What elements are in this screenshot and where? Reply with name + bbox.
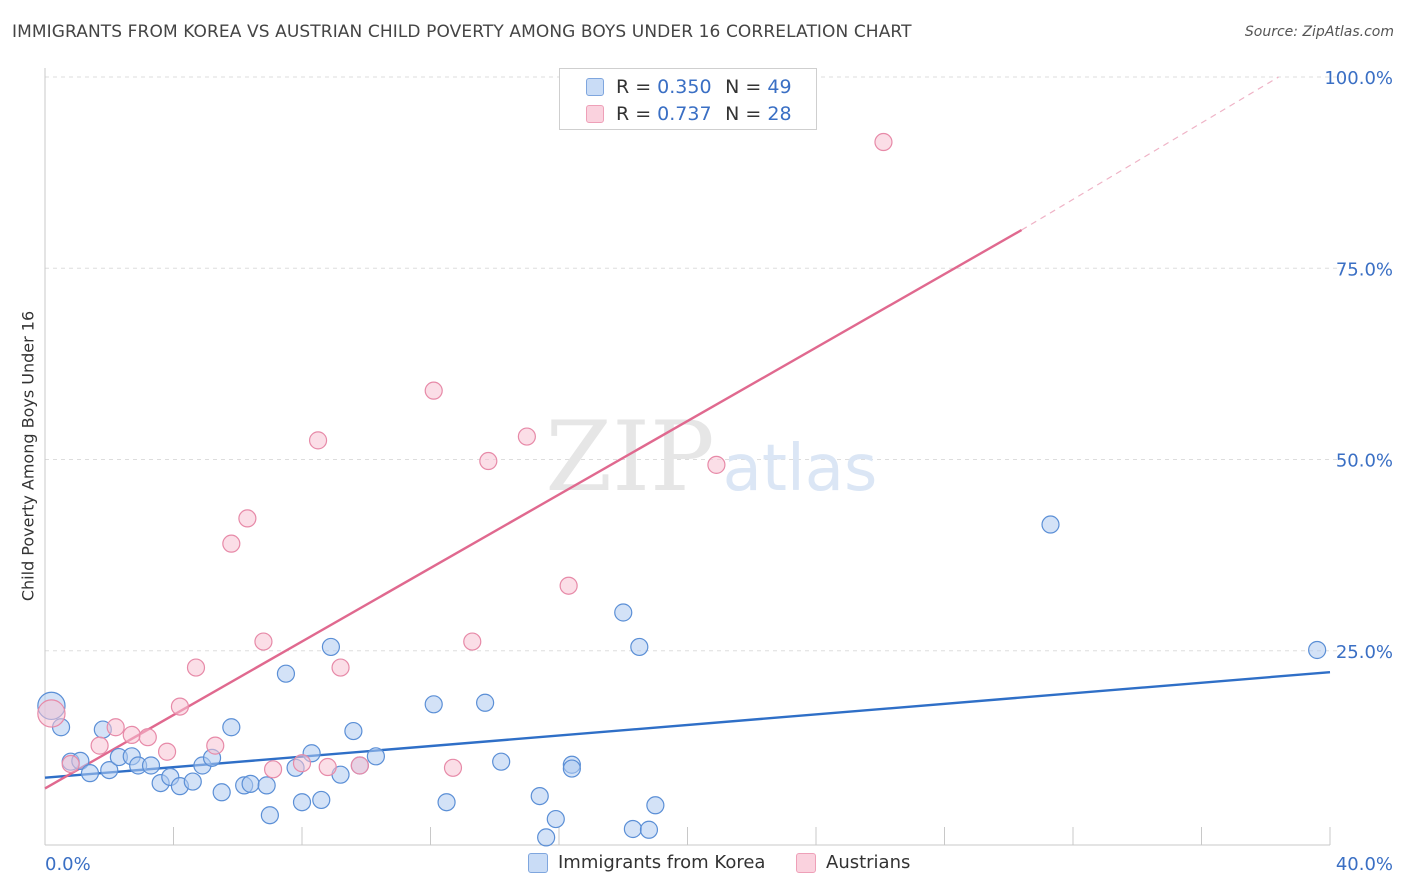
watermark: ZIP atlas <box>545 401 877 513</box>
data-point-blue <box>492 752 511 771</box>
legend-r-label: R = <box>616 103 652 125</box>
legend-n-value: 28 <box>767 103 792 125</box>
trend-line-blue <box>44 670 1331 779</box>
data-point-blue <box>530 786 549 806</box>
data-point-pink <box>559 576 578 595</box>
data-point-pink <box>443 758 463 777</box>
x-tick-label: 40.0% <box>1336 854 1393 875</box>
data-point-blue <box>476 693 495 712</box>
legend-swatch-blue <box>528 852 548 873</box>
series-legend: Immigrants from Korea Austrians <box>0 852 1406 878</box>
y-tick-label: 25.0% <box>1336 642 1393 663</box>
legend-n-label: N = <box>725 103 762 125</box>
trend-line-extension-pink <box>1021 76 1279 231</box>
legend-r-value: 0.737 <box>657 103 712 125</box>
data-point-blue <box>241 774 260 793</box>
x-tick-label: 0.0% <box>45 854 91 875</box>
data-point-blue <box>646 796 665 815</box>
data-point-pink <box>90 736 109 755</box>
data-point-blue <box>212 783 231 802</box>
legend-item-austrians: Austrians <box>796 852 910 873</box>
data-point-pink <box>157 742 177 761</box>
data-point-pink <box>186 658 206 677</box>
data-point-blue <box>562 759 581 778</box>
data-point-pink <box>331 658 350 677</box>
data-point-blue <box>546 809 565 829</box>
data-point-blue <box>100 760 119 780</box>
data-point-blue <box>630 637 649 657</box>
data-point-blue <box>80 764 100 783</box>
data-point-pink <box>517 427 536 446</box>
y-tick-label: 100.0% <box>1324 68 1393 89</box>
legend-swatch-blue <box>586 78 604 96</box>
data-point-blue <box>437 793 456 812</box>
data-point-blue <box>222 718 241 737</box>
data-point-pink <box>37 699 66 728</box>
data-point-blue <box>1308 640 1327 660</box>
legend-n-value: 49 <box>767 76 792 98</box>
grid-lines <box>45 76 1342 652</box>
source-credit: Source: ZipAtlas.com <box>1244 24 1394 40</box>
data-point-pink <box>874 132 893 152</box>
data-point-pink <box>292 754 312 773</box>
watermark-zip: ZIP <box>545 401 714 513</box>
data-point-pink <box>308 431 328 450</box>
data-point-blue <box>276 664 296 683</box>
data-point-pink <box>238 509 257 528</box>
data-point-pink <box>254 632 273 651</box>
data-point-blue <box>321 637 341 657</box>
data-point-pink <box>222 534 241 553</box>
data-point-blue <box>623 819 642 839</box>
data-point-pink <box>138 728 157 747</box>
y-tick-label: 50.0% <box>1336 451 1393 472</box>
trend-line-pink <box>44 228 1023 790</box>
data-point-blue <box>366 747 385 766</box>
watermark-atlas: atlas <box>723 432 878 506</box>
data-point-blue <box>537 828 556 847</box>
legend-label-korea: Immigrants from Korea <box>558 852 766 873</box>
data-point-pink <box>106 718 125 737</box>
data-point-pink <box>350 756 369 775</box>
data-point-pink <box>263 760 283 779</box>
legend-row-austrians: R = 0.737 N = 28 <box>586 102 792 126</box>
data-point-pink <box>424 381 443 400</box>
data-point-blue <box>1041 515 1060 534</box>
data-point-blue <box>257 776 276 795</box>
data-point-pink <box>122 725 141 745</box>
data-points <box>37 132 1327 847</box>
legend-n-label: N = <box>725 76 762 98</box>
data-point-pink <box>206 736 225 755</box>
data-point-blue <box>141 756 161 775</box>
data-point-blue <box>639 820 659 839</box>
data-point-blue <box>344 721 363 741</box>
data-point-blue <box>183 772 202 791</box>
legend-r-value: 0.350 <box>657 76 712 98</box>
chart-title: IMMIGRANTS FROM KOREA VS AUSTRIAN CHILD … <box>12 22 912 42</box>
data-point-pink <box>463 632 482 651</box>
data-point-blue <box>614 603 633 622</box>
data-point-blue <box>424 695 443 714</box>
legend-label-austrians: Austrians <box>826 852 911 873</box>
data-point-pink <box>170 697 190 716</box>
stats-legend: R = 0.350 N = 49 R = 0.737 N = 28 <box>559 68 817 130</box>
tick-labels: 25.0% 50.0% 75.0% 100.0% 0.0% 40.0% <box>45 68 1393 875</box>
legend-item-korea: Immigrants from Korea <box>528 852 765 873</box>
legend-r-label: R = <box>616 76 652 98</box>
data-point-blue <box>292 793 312 812</box>
data-point-blue <box>260 806 279 825</box>
data-point-pink <box>707 455 726 474</box>
trend-lines <box>44 76 1331 790</box>
legend-swatch-pink <box>796 852 816 873</box>
data-point-blue <box>312 790 331 810</box>
data-point-pink <box>61 754 80 774</box>
data-point-pink <box>479 451 498 471</box>
y-tick-label: 75.0% <box>1336 259 1393 280</box>
data-point-pink <box>318 757 337 777</box>
legend-row-korea: R = 0.350 N = 49 <box>586 75 792 99</box>
legend-swatch-pink <box>586 105 604 123</box>
